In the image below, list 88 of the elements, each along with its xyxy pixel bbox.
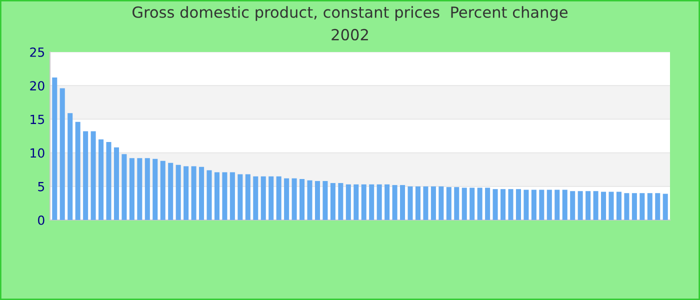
- bar: [122, 154, 127, 220]
- bar: [346, 184, 351, 220]
- bar: [492, 189, 498, 220]
- bar: [176, 164, 181, 220]
- bar: [539, 190, 544, 220]
- bar: [98, 139, 104, 220]
- bar: [68, 113, 73, 220]
- bar: [554, 190, 560, 220]
- bar: [369, 184, 374, 220]
- bar: [454, 187, 460, 220]
- bar: [624, 193, 630, 220]
- bar: [655, 193, 660, 220]
- bar: [593, 191, 598, 220]
- bar: [361, 184, 366, 220]
- bar: [330, 183, 336, 220]
- bar: [338, 183, 344, 220]
- bar: [462, 188, 467, 220]
- bar: [114, 147, 119, 220]
- bar: [60, 88, 65, 220]
- bar: [376, 184, 382, 220]
- bar: [230, 172, 235, 220]
- bar: [238, 174, 243, 220]
- bar: [470, 188, 475, 220]
- bar: [199, 166, 204, 220]
- bar: [586, 191, 591, 220]
- bar: [477, 188, 482, 220]
- y-tick-label: 10: [30, 148, 44, 158]
- bar: [83, 131, 88, 220]
- bar: [601, 192, 606, 220]
- bar: [75, 122, 80, 220]
- y-tick-label: 20: [30, 81, 44, 91]
- bar: [168, 162, 174, 220]
- bar: [292, 178, 297, 220]
- bar: [516, 189, 521, 220]
- bar: [438, 186, 444, 220]
- chart-subtitle: 2002: [332, 28, 368, 40]
- bar: [253, 176, 258, 220]
- bar: [562, 190, 568, 220]
- bar: [52, 78, 58, 220]
- bar: [354, 184, 359, 220]
- bar: [423, 186, 428, 220]
- bar: [214, 172, 220, 220]
- bar: [268, 176, 274, 220]
- bar: [508, 189, 514, 220]
- bar: [485, 188, 490, 220]
- bar: [408, 186, 413, 220]
- bar: [640, 193, 645, 220]
- bar: [222, 172, 228, 220]
- y-tick-label: 5: [38, 182, 44, 192]
- bar: [632, 193, 637, 220]
- bar: [570, 191, 576, 220]
- bar: [578, 191, 583, 220]
- y-tick-label: 25: [30, 47, 44, 57]
- bar: [144, 158, 150, 220]
- bar: [430, 186, 436, 220]
- bar: [129, 158, 134, 220]
- bar: [446, 187, 452, 220]
- bar: [384, 184, 390, 220]
- bar: [191, 166, 196, 220]
- y-tick-label: 15: [30, 114, 44, 124]
- bar: [415, 186, 420, 220]
- bar: [137, 158, 142, 220]
- bar: [307, 180, 312, 220]
- bar: [260, 176, 266, 220]
- bar: [647, 193, 652, 220]
- chart-title: Gross domestic product, constant prices Percent change: [132, 6, 568, 21]
- bar: [184, 166, 189, 220]
- bar: [152, 158, 158, 220]
- bar: [300, 179, 305, 220]
- bar: [616, 192, 622, 220]
- bar: [322, 181, 328, 220]
- bar: [662, 194, 668, 220]
- bar: [531, 190, 536, 220]
- bar: [106, 142, 112, 220]
- bar: [284, 178, 290, 220]
- bar: [314, 181, 320, 220]
- bar: [392, 185, 398, 220]
- bar: [608, 192, 614, 220]
- bar: [524, 190, 529, 220]
- y-tick-label: 0: [38, 215, 44, 225]
- bar: [90, 131, 96, 220]
- bar: [160, 160, 166, 220]
- bar: [276, 176, 282, 220]
- bar: [206, 170, 212, 220]
- bar: [400, 185, 406, 220]
- bar: [500, 189, 506, 220]
- bar: [546, 190, 552, 220]
- bar: [245, 174, 250, 220]
